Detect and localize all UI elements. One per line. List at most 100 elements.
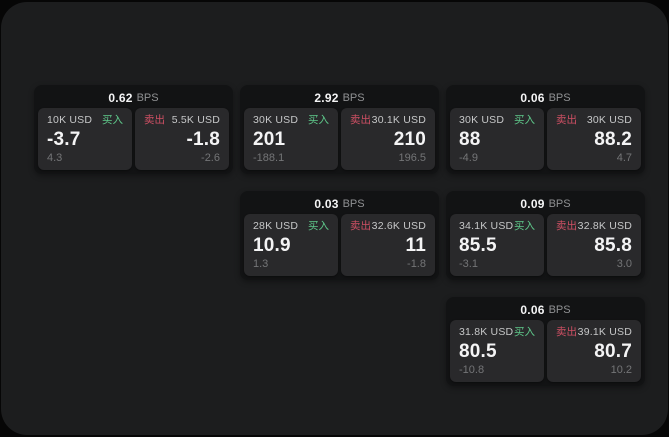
- buy-delta: -188.1: [253, 152, 285, 164]
- buy-tile-top: 30K USD 买入: [253, 114, 329, 127]
- buy-tile[interactable]: 10K USD 买入 -3.7 4.3: [38, 108, 132, 170]
- sell-delta: -2.6: [201, 152, 220, 164]
- quote-card-header: 0.06 BPS: [450, 89, 641, 107]
- sell-price: 210: [393, 128, 426, 150]
- sell-side-tag: 卖出: [556, 114, 577, 126]
- bps-value: 0.03: [314, 197, 339, 211]
- sell-size-label: 30K USD: [586, 114, 632, 126]
- quote-tiles: 34.1K USD 买入 85.5 -3.1 卖出 32.8K USD 85.8…: [450, 214, 641, 276]
- quote-card-header: 2.92 BPS: [244, 89, 435, 107]
- sell-delta: -1.8: [407, 258, 426, 270]
- quote-tiles: 10K USD 买入 -3.7 4.3 卖出 5.5K USD -1.8 -2.…: [38, 108, 229, 170]
- quote-card-header: 0.03 BPS: [244, 195, 435, 213]
- quote-card-header: 0.09 BPS: [450, 195, 641, 213]
- sell-price: 85.8: [594, 234, 632, 256]
- buy-side-tag: 买入: [308, 220, 329, 232]
- buy-size-label: 30K USD: [459, 114, 505, 126]
- sell-size-label: 30.1K USD: [371, 114, 426, 126]
- quote-tiles: 30K USD 买入 88 -4.9 卖出 30K USD 88.2 4.7: [450, 108, 641, 170]
- buy-price: -3.7: [47, 128, 81, 150]
- quote-card-header: 0.62 BPS: [38, 89, 229, 107]
- buy-side-tag: 买入: [102, 114, 123, 126]
- buy-price: 85.5: [459, 234, 497, 256]
- buy-tile-top: 31.8K USD 买入: [459, 326, 535, 339]
- sell-side-tag: 卖出: [350, 114, 371, 126]
- buy-side-tag: 买入: [514, 326, 535, 338]
- buy-size-label: 28K USD: [253, 220, 299, 232]
- sell-tile-top: 卖出 30K USD: [556, 114, 632, 127]
- buy-price: 88: [459, 128, 481, 150]
- bps-value: 2.92: [314, 91, 339, 105]
- buy-tile[interactable]: 34.1K USD 买入 85.5 -3.1: [450, 214, 544, 276]
- buy-tile[interactable]: 28K USD 买入 10.9 1.3: [244, 214, 338, 276]
- cards-grid: 0.62 BPS 10K USD 买入 -3.7 4.3 卖出 5.5K USD…: [34, 85, 645, 386]
- buy-side-tag: 买入: [514, 114, 535, 126]
- bps-suffix-label: BPS: [548, 92, 571, 104]
- sell-side-tag: 卖出: [556, 220, 577, 232]
- sell-tile[interactable]: 卖出 32.6K USD 11 -1.8: [341, 214, 435, 276]
- sell-side-tag: 卖出: [350, 220, 371, 232]
- sell-delta: 4.7: [616, 152, 632, 164]
- quote-card: 0.03 BPS 28K USD 买入 10.9 1.3 卖出 32.6K US…: [240, 191, 439, 280]
- quote-card: 2.92 BPS 30K USD 买入 201 -188.1 卖出 30.1K …: [240, 85, 439, 174]
- bps-suffix-label: BPS: [342, 92, 365, 104]
- buy-tile-top: 10K USD 买入: [47, 114, 123, 127]
- quote-card: 0.06 BPS 30K USD 买入 88 -4.9 卖出 30K USD 8…: [446, 85, 645, 174]
- buy-tile-top: 28K USD 买入: [253, 220, 329, 233]
- quote-card: 0.09 BPS 34.1K USD 买入 85.5 -3.1 卖出 32.8K…: [446, 191, 645, 280]
- quote-card-header: 0.06 BPS: [450, 301, 641, 319]
- sell-side-tag: 卖出: [144, 114, 165, 126]
- buy-delta: -10.8: [459, 364, 485, 376]
- quote-tiles: 28K USD 买入 10.9 1.3 卖出 32.6K USD 11 -1.8: [244, 214, 435, 276]
- quote-tiles: 30K USD 买入 201 -188.1 卖出 30.1K USD 210 1…: [244, 108, 435, 170]
- buy-price: 10.9: [253, 234, 291, 256]
- sell-delta: 3.0: [616, 258, 632, 270]
- quote-card: 0.62 BPS 10K USD 买入 -3.7 4.3 卖出 5.5K USD…: [34, 85, 233, 174]
- sell-tile-top: 卖出 30.1K USD: [350, 114, 426, 127]
- buy-tile-top: 34.1K USD 买入: [459, 220, 535, 233]
- sell-tile-top: 卖出 39.1K USD: [556, 326, 632, 339]
- buy-tile[interactable]: 30K USD 买入 88 -4.9: [450, 108, 544, 170]
- sell-size-label: 32.6K USD: [371, 220, 426, 232]
- sell-side-tag: 卖出: [556, 326, 577, 338]
- sell-price: 80.7: [594, 340, 632, 362]
- sell-delta: 196.5: [398, 152, 426, 164]
- buy-price: 201: [253, 128, 286, 150]
- sell-tile-top: 卖出 32.8K USD: [556, 220, 632, 233]
- sell-size-label: 5.5K USD: [171, 114, 220, 126]
- sell-size-label: 32.8K USD: [577, 220, 632, 232]
- sell-tile[interactable]: 卖出 32.8K USD 85.8 3.0: [547, 214, 641, 276]
- sell-tile[interactable]: 卖出 30K USD 88.2 4.7: [547, 108, 641, 170]
- sell-tile-top: 卖出 5.5K USD: [144, 114, 220, 127]
- buy-side-tag: 买入: [514, 220, 535, 232]
- buy-delta: -4.9: [459, 152, 478, 164]
- sell-tile[interactable]: 卖出 5.5K USD -1.8 -2.6: [135, 108, 229, 170]
- sell-price: 11: [405, 234, 426, 256]
- buy-size-label: 30K USD: [253, 114, 299, 126]
- sell-tile[interactable]: 卖出 30.1K USD 210 196.5: [341, 108, 435, 170]
- quote-tiles: 31.8K USD 买入 80.5 -10.8 卖出 39.1K USD 80.…: [450, 320, 641, 382]
- bps-value: 0.62: [108, 91, 133, 105]
- buy-tile-top: 30K USD 买入: [459, 114, 535, 127]
- buy-size-label: 31.8K USD: [459, 326, 514, 338]
- sell-size-label: 39.1K USD: [577, 326, 632, 338]
- buy-delta: 1.3: [253, 258, 269, 270]
- bps-value: 0.09: [520, 197, 545, 211]
- bps-suffix-label: BPS: [548, 304, 571, 316]
- buy-size-label: 10K USD: [47, 114, 93, 126]
- sell-tile[interactable]: 卖出 39.1K USD 80.7 10.2: [547, 320, 641, 382]
- buy-tile[interactable]: 31.8K USD 买入 80.5 -10.8: [450, 320, 544, 382]
- sell-price: 88.2: [594, 128, 632, 150]
- sell-price: -1.8: [186, 128, 220, 150]
- bps-suffix-label: BPS: [548, 198, 571, 210]
- sell-delta: 10.2: [610, 364, 632, 376]
- buy-side-tag: 买入: [308, 114, 329, 126]
- buy-tile[interactable]: 30K USD 买入 201 -188.1: [244, 108, 338, 170]
- buy-delta: 4.3: [47, 152, 63, 164]
- buy-delta: -3.1: [459, 258, 478, 270]
- bps-suffix-label: BPS: [342, 198, 365, 210]
- sell-tile-top: 卖出 32.6K USD: [350, 220, 426, 233]
- buy-price: 80.5: [459, 340, 497, 362]
- quote-card: 0.06 BPS 31.8K USD 买入 80.5 -10.8 卖出 39.1…: [446, 297, 645, 386]
